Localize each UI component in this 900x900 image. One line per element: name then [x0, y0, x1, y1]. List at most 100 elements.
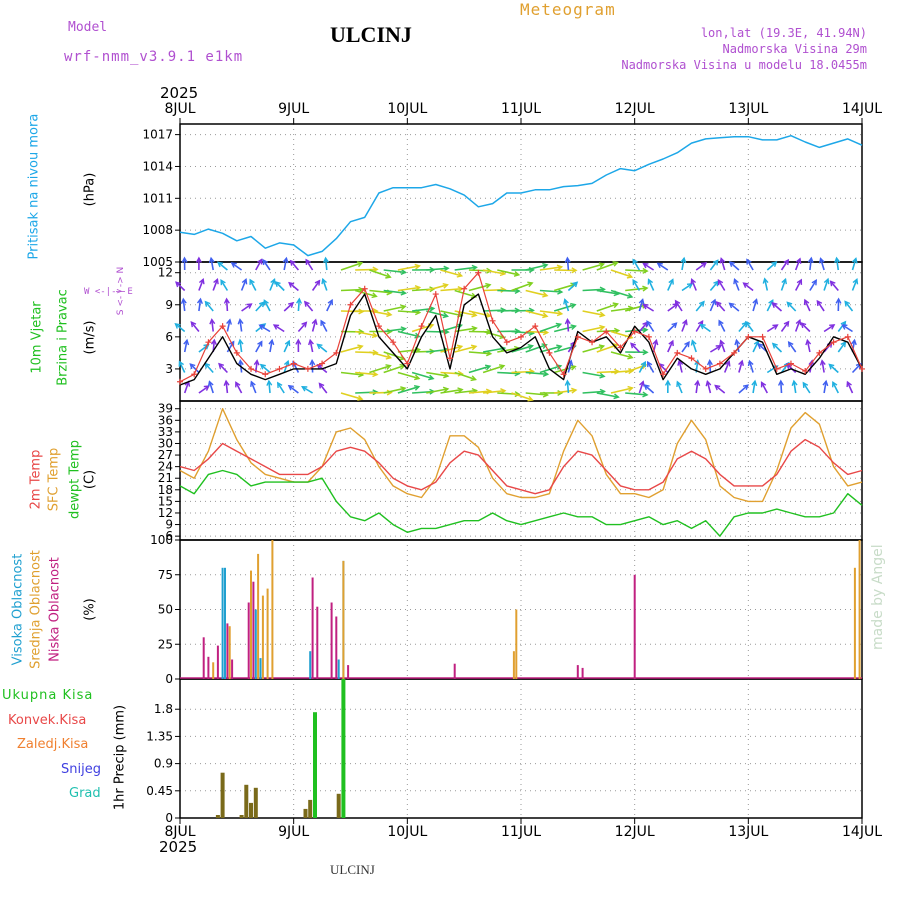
wind-arrow-head	[305, 258, 311, 265]
cloud-bar-high	[309, 651, 312, 679]
wind-arrow-head	[309, 359, 316, 366]
wind-arrow-head	[210, 338, 217, 345]
wind-gust-marker	[759, 333, 766, 340]
wind-arrow	[745, 321, 754, 332]
wind-arrow-head	[456, 271, 464, 278]
wind-arrow	[440, 388, 463, 394]
wind-arrow	[678, 360, 683, 373]
wind-arrow-head	[400, 269, 407, 275]
wind-arrow	[625, 269, 648, 272]
wind-arrow-head	[301, 321, 308, 328]
wind-arrow-head	[742, 282, 749, 288]
wind-arrow-head	[371, 332, 379, 339]
wind-arrow-head	[230, 262, 237, 268]
wind-arrow-head	[175, 281, 182, 288]
y-tick-label: 15	[158, 494, 173, 508]
wind-arrow	[780, 380, 783, 394]
wind-arrow-head	[714, 384, 721, 391]
wind-arrow	[269, 340, 273, 353]
wind-arrow	[525, 344, 547, 353]
x-tick-label-bottom: 13JUL	[728, 824, 768, 840]
year-bottom: 2025	[159, 838, 198, 856]
wind-arrow	[582, 371, 605, 378]
wind-arrow	[454, 310, 477, 317]
wind-arrow-head	[556, 264, 564, 271]
wind-arrow	[225, 298, 229, 312]
wind-arrow-head	[733, 277, 739, 285]
y-tick-label: 1008	[142, 223, 173, 237]
cloud-bar-low	[316, 606, 319, 679]
wind-arrow-head	[834, 256, 841, 264]
wind-arrow	[355, 330, 377, 337]
wind-arrow	[554, 325, 576, 333]
wind-arrow	[553, 303, 576, 312]
model-name: wrf-nmm_v3.9.1 e1km	[64, 49, 244, 65]
wind-arrow	[316, 343, 328, 353]
wind-arrow-head	[599, 372, 606, 379]
wind-arrow-head	[835, 297, 842, 304]
wind-arrow-head	[235, 381, 241, 388]
wind-arrow-head	[542, 312, 549, 319]
wind-arrow	[738, 384, 749, 394]
y-tick-label: 75	[158, 568, 173, 582]
wind-arrow	[497, 347, 520, 353]
wind-arrow	[324, 258, 328, 271]
wind-arrow	[772, 343, 783, 353]
wind-arrow	[638, 321, 648, 333]
wind-arrow	[297, 298, 301, 312]
wind-arrow	[283, 302, 294, 312]
wind-arrow	[763, 278, 769, 291]
wind-arrow	[625, 328, 648, 333]
wind-arrow	[771, 302, 783, 312]
y-tick-label: 33	[158, 425, 173, 439]
wind-arrow-head	[246, 303, 253, 309]
y-tick-label: 30	[158, 436, 173, 450]
wind-arrow-head	[282, 256, 289, 264]
wind-arrow	[681, 341, 690, 353]
wind-arrow	[667, 322, 677, 333]
wind-arrow-head	[564, 379, 571, 386]
wind-arrow-head	[308, 338, 314, 346]
wind-arrow	[454, 289, 477, 298]
cloud-bar-mid	[266, 588, 269, 679]
wind-arrow-head	[321, 277, 327, 285]
wind-arrow-head	[385, 272, 392, 279]
wind-arrow	[794, 319, 801, 332]
wind-arrow-head	[414, 332, 421, 339]
wind-arrow	[674, 300, 683, 312]
wind-arrow	[454, 389, 477, 394]
wind-arrow-head	[796, 278, 803, 285]
wind-arrow-head	[613, 393, 620, 400]
wind-arrow-head	[295, 338, 302, 345]
wind-arrow-head	[808, 359, 815, 366]
wind-arrow	[383, 351, 405, 360]
wind-gust-marker	[390, 339, 397, 346]
wind-arrow	[468, 365, 491, 374]
wind-arrow-head	[527, 281, 534, 288]
wind-arrow-head	[542, 262, 549, 269]
wind-arrow	[426, 267, 449, 271]
wind-gust-marker	[205, 339, 212, 346]
wind-arrow-head	[372, 371, 379, 378]
wind-arrow-head	[805, 338, 812, 346]
cloud-axis-high: Visoka Oblacnost	[10, 553, 26, 666]
wind-gust-marker	[645, 333, 652, 340]
precip-bar	[341, 679, 346, 818]
wind-arrow	[735, 340, 740, 353]
wind-gust-marker	[773, 365, 780, 372]
wind-arrow-head	[823, 277, 830, 285]
wind-arrow-head	[311, 318, 318, 325]
wind-arrow-head	[686, 282, 694, 289]
wind-arrow-head	[557, 288, 564, 295]
wind-arrow	[183, 381, 190, 394]
wind-arrow-head	[656, 262, 663, 269]
wind-arrow-head	[572, 281, 579, 288]
wind-arrow	[804, 299, 811, 312]
wind-arrow	[426, 284, 448, 292]
wind-arrow	[657, 262, 669, 271]
wind-arrow	[748, 360, 754, 373]
wind-arrow	[482, 364, 505, 374]
wind-arrow	[208, 381, 214, 394]
wind-arrow	[340, 371, 363, 376]
wind-arrow-head	[642, 262, 649, 269]
